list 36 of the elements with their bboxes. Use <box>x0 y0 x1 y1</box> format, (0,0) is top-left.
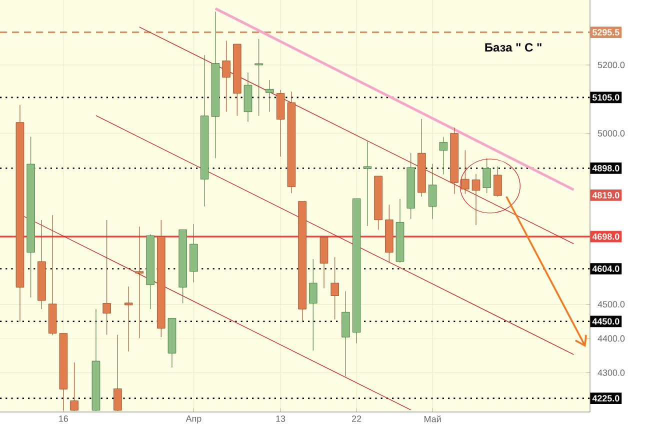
ref-line-label: 5105.0 <box>592 94 620 101</box>
candlestick <box>482 158 492 194</box>
candlestick <box>135 226 144 338</box>
x-tick-label: 13 <box>276 416 286 422</box>
candlestick <box>266 80 274 112</box>
y-tick-label: 5200.0 <box>598 62 625 68</box>
ref-line-label: 4450.0 <box>592 318 620 325</box>
annotation: 4819.0 <box>592 192 620 198</box>
candlestick <box>494 166 502 197</box>
x-tick-label: 16 <box>59 416 68 422</box>
x-tick-label: 22 <box>352 416 362 422</box>
ref-line-label: 4604.0 <box>592 266 620 272</box>
candlestick <box>472 174 480 226</box>
candlestick <box>439 136 448 175</box>
ref-line-label: 5295.5 <box>592 29 620 36</box>
candlestick <box>114 334 122 412</box>
candlestick <box>460 150 470 194</box>
ref-line-label: 4898.0 <box>592 165 620 172</box>
candlestick <box>102 220 111 336</box>
candlestick <box>330 256 340 320</box>
candlestick <box>124 286 133 352</box>
x-tick-label: Май <box>424 416 441 422</box>
candlestick <box>428 163 437 220</box>
annotation: База " С " <box>485 43 542 52</box>
y-tick-label: 4400.0 <box>598 335 625 342</box>
y-tick-label: 4300.0 <box>598 370 625 376</box>
candlestick <box>308 258 318 351</box>
ref-line-label: 4698.0 <box>592 233 620 240</box>
y-tick-label: 5000.0 <box>598 130 625 137</box>
candlestick <box>363 141 372 226</box>
candlestick <box>222 40 230 112</box>
ref-line-label: 4225.0 <box>592 395 620 402</box>
candlestick <box>70 362 78 412</box>
x-tick-label: Апр <box>186 416 202 424</box>
y-tick-label: 4500.0 <box>598 301 625 308</box>
candlestick <box>254 38 264 116</box>
